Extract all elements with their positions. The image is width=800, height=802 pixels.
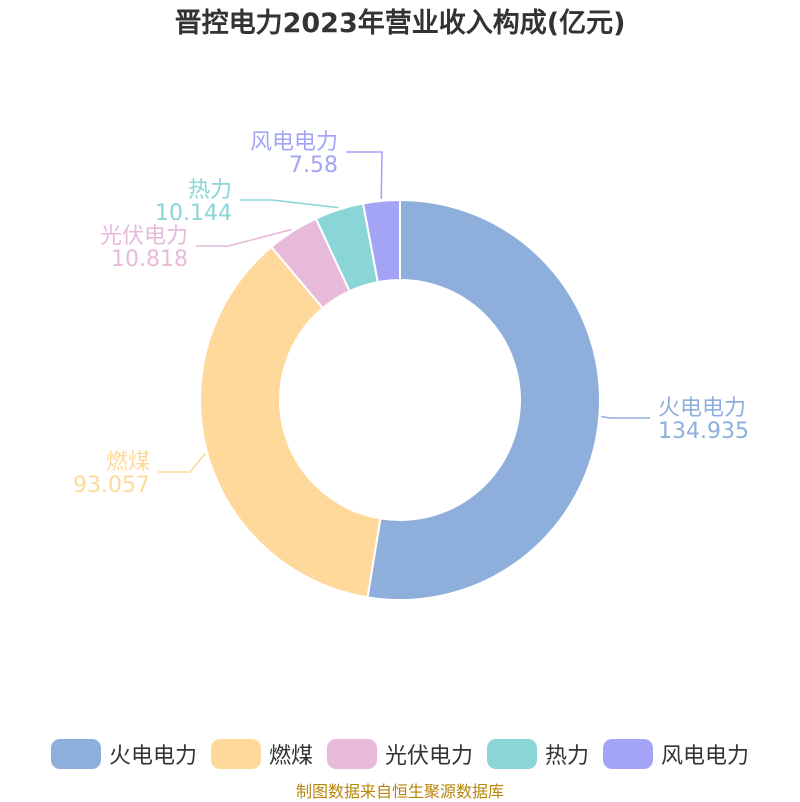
legend-item-1[interactable]: 燃煤 <box>210 738 313 770</box>
chart-title: 晋控电力2023年营业收入构成(亿元) <box>174 8 626 39</box>
slice-label-name-3: 热力 <box>188 178 232 203</box>
leader-line-0 <box>601 415 650 419</box>
legend-label-1: 燃煤 <box>268 744 313 769</box>
legend-item-4[interactable]: 风电电力 <box>603 738 749 770</box>
legend-swatch-4 <box>603 739 654 769</box>
leader-line-4 <box>346 151 383 199</box>
legend-label-4: 风电电力 <box>661 744 750 769</box>
slice-label-value-2: 10.818 <box>111 247 188 272</box>
slice-label-value-4: 7.58 <box>289 153 338 178</box>
legend-label-0: 火电电力 <box>108 744 197 769</box>
legend-item-0[interactable]: 火电电力 <box>50 738 197 770</box>
slice-label-name-4: 风电电力 <box>250 130 338 155</box>
leader-line-3 <box>240 199 339 209</box>
slice-label-value-0: 134.935 <box>658 419 749 444</box>
slice-label-value-3: 10.144 <box>155 201 232 226</box>
slice-label-name-2: 光伏电力 <box>100 224 188 249</box>
slice-label-value-1: 93.057 <box>73 473 150 498</box>
legend-swatch-3 <box>487 739 537 769</box>
slice-label-name-0: 火电电力 <box>658 396 746 421</box>
legend-item-3[interactable]: 热力 <box>487 738 589 770</box>
slice-label-name-1: 燃煤 <box>106 450 150 475</box>
legend-label-2: 光伏电力 <box>384 744 473 769</box>
legend-label-3: 热力 <box>545 744 590 769</box>
slice-4[interactable] <box>361 198 401 284</box>
legend-swatch-1 <box>210 739 261 769</box>
legend-swatch-2 <box>326 739 377 769</box>
source-note: 制图数据来自恒生聚源数据库 <box>295 782 504 801</box>
leader-line-2 <box>196 228 292 247</box>
legend-item-2[interactable]: 光伏电力 <box>326 738 473 770</box>
legend: 火电电力 燃煤 光伏电力 热力 风电电力 <box>0 738 800 770</box>
legend-swatch-0 <box>50 739 101 769</box>
leader-line-1 <box>158 452 206 473</box>
slice-1[interactable] <box>199 245 382 599</box>
slice-0[interactable] <box>366 198 601 601</box>
